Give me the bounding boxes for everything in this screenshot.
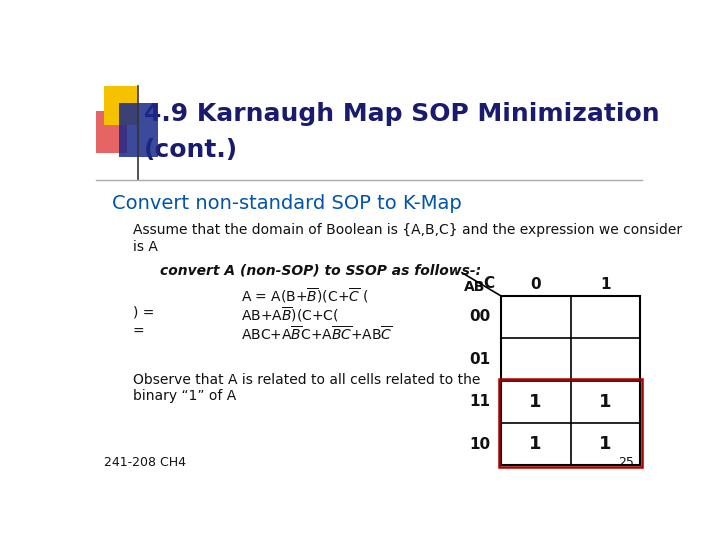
Text: 0: 0 <box>531 276 541 292</box>
Text: AB+A$\overline{B}$)(C+C(: AB+A$\overline{B}$)(C+C( <box>241 306 339 324</box>
Text: Observe that A is related to all cells related to the
binary “1” of A: Observe that A is related to all cells r… <box>132 373 480 403</box>
Text: 1: 1 <box>599 393 611 411</box>
Text: C: C <box>483 276 495 291</box>
Text: AB: AB <box>464 280 485 294</box>
Text: 4.9 Karnaugh Map SOP Minimization: 4.9 Karnaugh Map SOP Minimization <box>144 102 660 126</box>
Text: 1: 1 <box>599 435 611 453</box>
Text: 1: 1 <box>600 276 611 292</box>
Text: 241-208 CH4: 241-208 CH4 <box>104 456 186 469</box>
Text: ) =: ) = <box>132 306 154 320</box>
Text: 01: 01 <box>469 352 490 367</box>
Text: Assume that the domain of Boolean is {A,B,C} and the expression we consider
is A: Assume that the domain of Boolean is {A,… <box>132 224 682 254</box>
Bar <box>500 296 640 465</box>
Text: convert A (non-SOP) to SSOP as follows-:: convert A (non-SOP) to SSOP as follows-: <box>160 264 481 278</box>
Text: 25: 25 <box>618 456 634 469</box>
Text: (cont.): (cont.) <box>144 138 238 162</box>
Text: A = A(B+$\overline{B}$)(C+$\overline{C}$ (: A = A(B+$\overline{B}$)(C+$\overline{C}$… <box>241 287 369 305</box>
Text: 00: 00 <box>469 309 490 325</box>
Text: ABC+A$\overline{B}$C+A$\overline{B}$$\overline{C}$+AB$\overline{C}$: ABC+A$\overline{B}$C+A$\overline{B}$$\ov… <box>241 325 393 343</box>
Text: =: = <box>132 325 144 339</box>
Bar <box>499 379 642 467</box>
Bar <box>120 103 158 157</box>
Text: Convert non-standard SOP to K-Map: Convert non-standard SOP to K-Map <box>112 194 462 213</box>
Text: 11: 11 <box>469 394 490 409</box>
Text: 1: 1 <box>529 435 542 453</box>
Bar <box>96 111 127 153</box>
Bar <box>104 86 137 125</box>
Text: 10: 10 <box>469 436 490 451</box>
Text: 1: 1 <box>529 393 542 411</box>
